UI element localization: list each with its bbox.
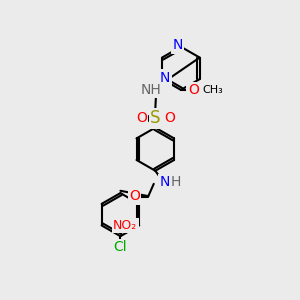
Text: CH₃: CH₃ [202, 85, 223, 95]
Text: O: O [164, 111, 175, 125]
Text: O: O [188, 83, 199, 97]
Text: O: O [129, 189, 140, 203]
Text: O: O [136, 111, 147, 125]
Text: N: N [160, 70, 170, 85]
Text: NH: NH [141, 83, 162, 97]
Text: S: S [150, 110, 160, 128]
Text: Cl: Cl [114, 240, 127, 254]
Text: H: H [170, 175, 181, 189]
Text: N: N [172, 38, 183, 52]
Text: NO₂: NO₂ [113, 219, 137, 232]
Text: N: N [159, 175, 170, 189]
